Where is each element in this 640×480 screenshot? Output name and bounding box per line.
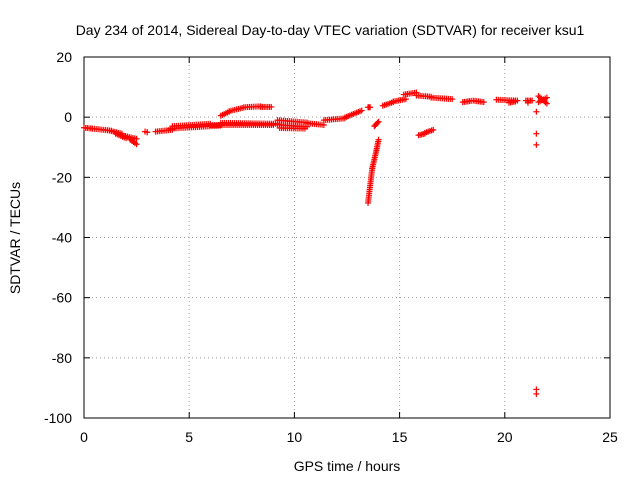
x-tick-label: 15 [392,429,408,445]
data-point [367,104,374,111]
data-point [512,98,519,105]
data-point [375,136,382,143]
data-point [533,141,540,148]
data-point [301,125,308,132]
data-point [543,100,550,107]
chart-title: Day 234 of 2014, Sidereal Day-to-day VTE… [76,22,585,38]
y-tick-label: 20 [56,49,72,65]
data-point [543,94,550,101]
data-point [533,390,540,397]
data-point [533,108,540,115]
data-point [142,128,149,135]
y-tick-label: -80 [52,350,72,366]
data-point [133,135,140,142]
y-tick-label: -20 [52,169,72,185]
data-point [375,118,382,125]
y-tick-label: 0 [64,109,72,125]
y-tick-label: -40 [52,230,72,246]
data-point [268,103,275,110]
data-point [449,96,456,103]
x-tick-label: 0 [80,429,88,445]
data-series-sdtvar [81,89,550,397]
x-tick-label: 10 [287,429,303,445]
data-point [374,119,381,126]
x-tick-label: 5 [185,429,193,445]
x-tick-label: 20 [497,429,513,445]
data-point [430,126,437,133]
axis-ticks: 0 5 10 15 20 25 -100 -80 -60 -40 -20 0 20 [44,49,618,445]
data-point [524,99,531,106]
data-point [480,99,487,106]
plot-area-frame [83,56,611,419]
gridlines [84,57,610,418]
x-tick-label: 25 [602,429,618,445]
y-tick-label: -60 [52,290,72,306]
data-point [533,130,540,137]
x-axis-label: GPS time / hours [294,458,401,474]
y-tick-label: -100 [44,410,72,426]
data-point [358,107,365,114]
y-axis-label: SDTVAR / TECUs [7,182,23,294]
data-point [133,141,140,148]
data-point [529,97,536,104]
